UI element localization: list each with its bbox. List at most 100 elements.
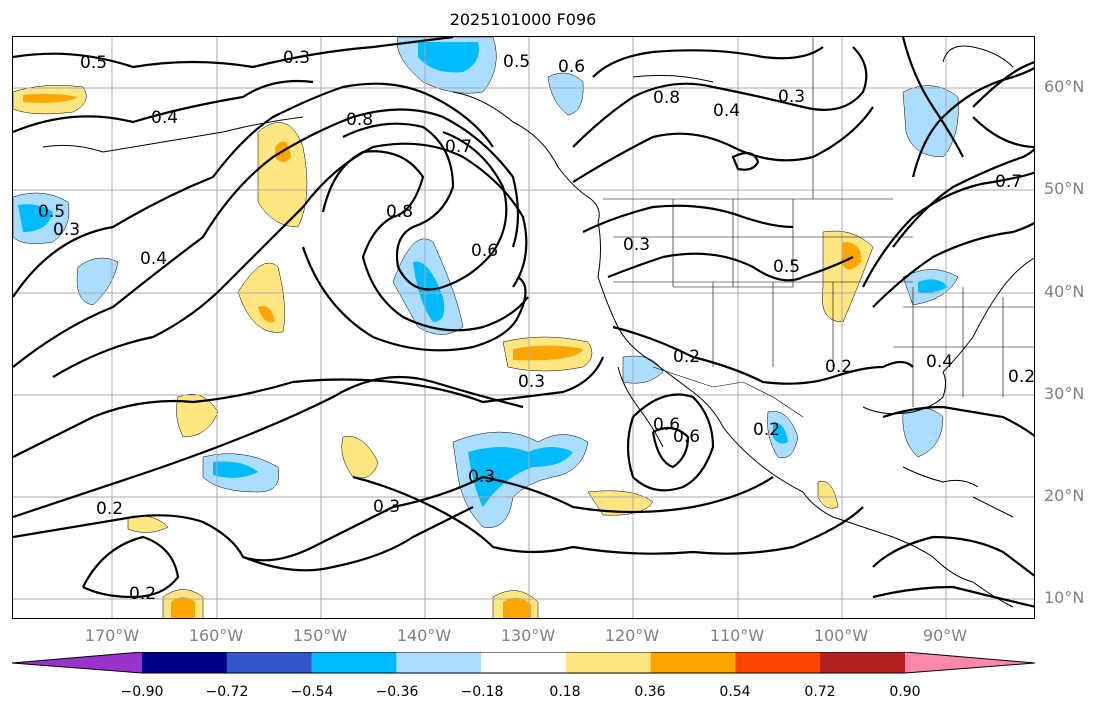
negative-anomaly-patch: [773, 422, 788, 444]
contour-label: 0.4: [151, 108, 178, 128]
contour-label: 0.8: [653, 88, 680, 108]
contour-label: 0.5: [80, 53, 107, 73]
colorbar-segment: [735, 652, 821, 673]
contour-label: 0.6: [558, 57, 585, 77]
contour-label: 0.2: [1008, 367, 1035, 387]
map-frame: 0.5 0.3 0.4 0.8 0.7 0.5 0.6 0.8 0.4 0.3 …: [12, 36, 1035, 619]
contour-label: 0.7: [995, 172, 1022, 192]
contour-label: 0.4: [140, 249, 167, 269]
contour-label: 0.2: [825, 357, 852, 377]
colorbar-segment: [226, 652, 313, 673]
coastlines: [42, 45, 1034, 608]
positive-anomaly-patch: [257, 122, 308, 228]
contour-label: 0.8: [346, 110, 373, 130]
contour-label: 0.5: [503, 52, 530, 72]
latitude-label: 10°N: [1044, 588, 1085, 607]
negative-anomaly-patch: [622, 355, 664, 384]
positive-anomaly-patch: [258, 306, 275, 323]
positive-anomaly-patch: [127, 515, 169, 533]
colorbar-segment: [396, 652, 482, 673]
contour-label: 0.2: [96, 499, 123, 519]
colorbar-extend-high: [905, 652, 1035, 673]
positive-anomaly-patch: [513, 345, 583, 361]
colorbar-segment: [820, 652, 906, 673]
positive-anomaly-patch: [23, 93, 78, 103]
longitude-label: 130°W: [500, 626, 556, 645]
latitude-label: 40°N: [1044, 282, 1085, 301]
colorbar-tick-label: 0.36: [634, 684, 666, 700]
colorbar-segment: [311, 652, 397, 673]
colorbar-tick-label: −0.72: [205, 684, 249, 700]
map-canvas: 0.5 0.3 0.4 0.8 0.7 0.5 0.6 0.8 0.4 0.3 …: [13, 37, 1035, 618]
contour-label: 0.3: [778, 87, 805, 107]
colorbar: [12, 652, 1035, 674]
colorbar-tick-label: −0.36: [375, 684, 419, 700]
colorbar-tick-label: −0.54: [290, 684, 334, 700]
contour-label: 0.4: [926, 352, 953, 372]
contour-label: 0.2: [753, 420, 780, 440]
latitude-label: 60°N: [1044, 77, 1085, 96]
colorbar-segment: [565, 652, 652, 673]
negative-anomaly-patch: [547, 72, 584, 116]
contour-label: 0.3: [283, 48, 310, 68]
longitude-label: 120°W: [604, 626, 660, 645]
colorbar-tick-label: 0.18: [549, 684, 581, 700]
colorbar-extend-low: [12, 652, 142, 673]
positive-anomaly-patch: [817, 481, 839, 509]
latitude-label: 30°N: [1044, 384, 1085, 403]
colorbar-tick-label: 0.72: [804, 684, 836, 700]
negative-anomaly-patch: [918, 279, 948, 293]
negative-anomaly-patch: [213, 461, 258, 478]
colorbar-segments: [12, 652, 1035, 673]
longitude-label: 170°W: [84, 626, 140, 645]
longitude-label: 90°W: [922, 626, 968, 645]
colorbar-segment: [142, 652, 228, 673]
colorbar-tick-label: −0.18: [460, 684, 504, 700]
longitude-label: 100°W: [813, 626, 869, 645]
anomaly-fill-layer: [13, 37, 959, 618]
contour-label: 0.7: [445, 137, 472, 157]
colorbar-tick-label: −0.90: [120, 684, 164, 700]
negative-anomaly-patch: [468, 447, 573, 507]
longitude-label: 150°W: [292, 626, 348, 645]
colorbar-segment: [481, 652, 567, 673]
contour-label: 0.4: [713, 101, 740, 121]
contour-label: 0.2: [129, 584, 156, 604]
contour-label: 0.8: [386, 202, 413, 222]
positive-anomaly-patch: [841, 242, 862, 270]
contour-label: 0.6: [673, 427, 700, 447]
contour-label: 0.6: [471, 241, 498, 261]
latitude-label: 50°N: [1044, 179, 1085, 198]
negative-anomaly-patch: [418, 42, 479, 73]
contour-label: 0.3: [468, 467, 495, 487]
positive-anomaly-patch: [237, 262, 285, 333]
contour-label: 0.5: [38, 202, 65, 222]
positive-anomaly-patch: [176, 393, 219, 438]
colorbar-tick-label: 0.90: [889, 684, 921, 700]
colorbar-tick-label: 0.54: [719, 684, 751, 700]
contour-label: 0.3: [373, 497, 400, 517]
contour-lines: [13, 37, 1034, 608]
longitude-label: 140°W: [396, 626, 452, 645]
longitude-label: 160°W: [188, 626, 244, 645]
contour-label: 0.3: [623, 235, 650, 255]
colorbar-outline: [12, 652, 1035, 674]
negative-anomaly-patch: [902, 407, 944, 458]
longitude-label: 110°W: [709, 626, 765, 645]
contour-label: 0.3: [53, 220, 80, 240]
map-title: 2025101000 F096: [449, 10, 597, 29]
positive-anomaly-patch: [341, 436, 379, 479]
colorbar-segment: [650, 652, 736, 673]
positive-anomaly-patch: [171, 597, 195, 618]
negative-anomaly-patch: [18, 204, 53, 232]
political-borders: [603, 37, 1034, 418]
positive-anomaly-patch: [503, 597, 531, 618]
negative-anomaly-patch: [413, 261, 445, 322]
contour-label: 0.2: [673, 347, 700, 367]
latitude-label: 20°N: [1044, 486, 1085, 505]
negative-anomaly-patch: [902, 85, 959, 158]
contour-labels: 0.5 0.3 0.4 0.8 0.7 0.5 0.6 0.8 0.4 0.3 …: [38, 48, 1035, 604]
contour-label: 0.3: [518, 372, 545, 392]
contour-label: 0.5: [773, 257, 800, 277]
contour-label: 0.6: [653, 415, 680, 435]
